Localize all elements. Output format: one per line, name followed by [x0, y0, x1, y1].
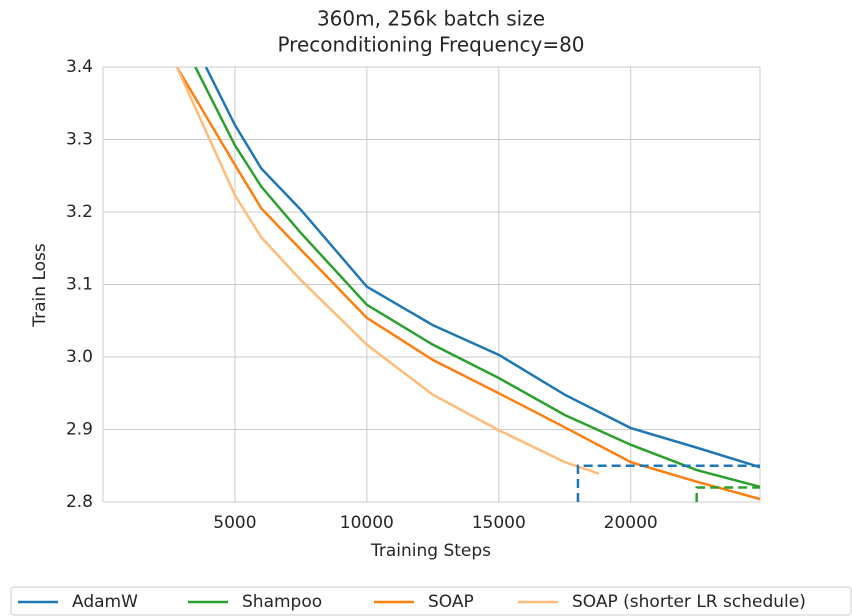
x-tick-label: 15000 [472, 513, 526, 533]
y-tick-label: 2.8 [66, 492, 93, 512]
legend-box [10, 586, 852, 616]
x-tick-label: 20000 [604, 513, 658, 533]
dashed-line [576, 464, 760, 502]
chart-title: 360m, 256k batch size [317, 7, 545, 31]
y-tick-label: 3.2 [66, 202, 93, 222]
legend-label: Shampoo [242, 592, 322, 612]
y-tick-label: 3.0 [66, 347, 93, 367]
line [175, 67, 760, 501]
legend-label: AdamW [72, 592, 138, 612]
line [194, 67, 760, 488]
line [204, 67, 760, 469]
x-tick-label: 5000 [213, 513, 256, 533]
line [175, 67, 600, 475]
y-tick-label: 3.4 [66, 57, 93, 77]
plot-frame [102, 66, 761, 503]
y-tick-label: 3.1 [66, 275, 93, 295]
x-tick-label: 10000 [340, 513, 394, 533]
chart-subtitle: Preconditioning Frequency=80 [277, 33, 584, 57]
plot-area [175, 67, 760, 502]
x-axis-label: Training Steps [370, 541, 491, 561]
legend-label: SOAP (shorter LR schedule) [572, 592, 806, 612]
legend-label: SOAP [428, 592, 474, 612]
y-tick-label: 3.3 [66, 130, 93, 150]
y-tick-label: 2.9 [66, 420, 93, 440]
y-axis-label: Train Loss [30, 243, 50, 328]
dashed-line [695, 486, 760, 502]
